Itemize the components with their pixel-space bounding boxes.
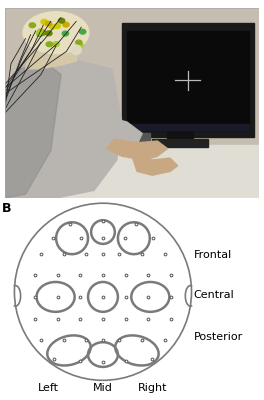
Ellipse shape [41, 20, 47, 24]
Ellipse shape [29, 23, 36, 28]
Text: Posterior: Posterior [194, 332, 243, 342]
Text: Left: Left [38, 383, 59, 393]
Text: B: B [2, 202, 12, 215]
Ellipse shape [46, 31, 52, 36]
Ellipse shape [53, 42, 59, 46]
Bar [5, 145, 259, 198]
Ellipse shape [38, 29, 44, 34]
Polygon shape [26, 18, 81, 69]
Ellipse shape [36, 30, 43, 35]
Polygon shape [107, 139, 167, 160]
Text: Frontal: Frontal [194, 250, 232, 260]
Bar [127, 124, 249, 130]
Ellipse shape [46, 42, 53, 47]
Bar [97, 122, 119, 145]
Ellipse shape [71, 45, 81, 54]
Ellipse shape [45, 21, 52, 26]
Polygon shape [56, 111, 142, 152]
Polygon shape [5, 61, 61, 198]
Bar [167, 132, 193, 143]
Polygon shape [132, 156, 178, 175]
Bar [122, 23, 254, 137]
Text: Right: Right [138, 383, 167, 393]
Polygon shape [5, 56, 122, 198]
Ellipse shape [54, 24, 60, 28]
Bar [127, 31, 249, 130]
Ellipse shape [49, 24, 56, 29]
Ellipse shape [77, 43, 83, 48]
Bar [152, 139, 208, 147]
Text: Central: Central [194, 290, 234, 300]
Ellipse shape [40, 30, 46, 35]
Ellipse shape [62, 31, 69, 36]
Ellipse shape [79, 29, 86, 34]
Ellipse shape [58, 18, 65, 23]
Ellipse shape [23, 12, 89, 54]
Bar [119, 134, 150, 145]
Ellipse shape [76, 40, 82, 45]
Ellipse shape [37, 32, 43, 36]
Text: Mid: Mid [93, 383, 113, 393]
Ellipse shape [63, 22, 69, 27]
